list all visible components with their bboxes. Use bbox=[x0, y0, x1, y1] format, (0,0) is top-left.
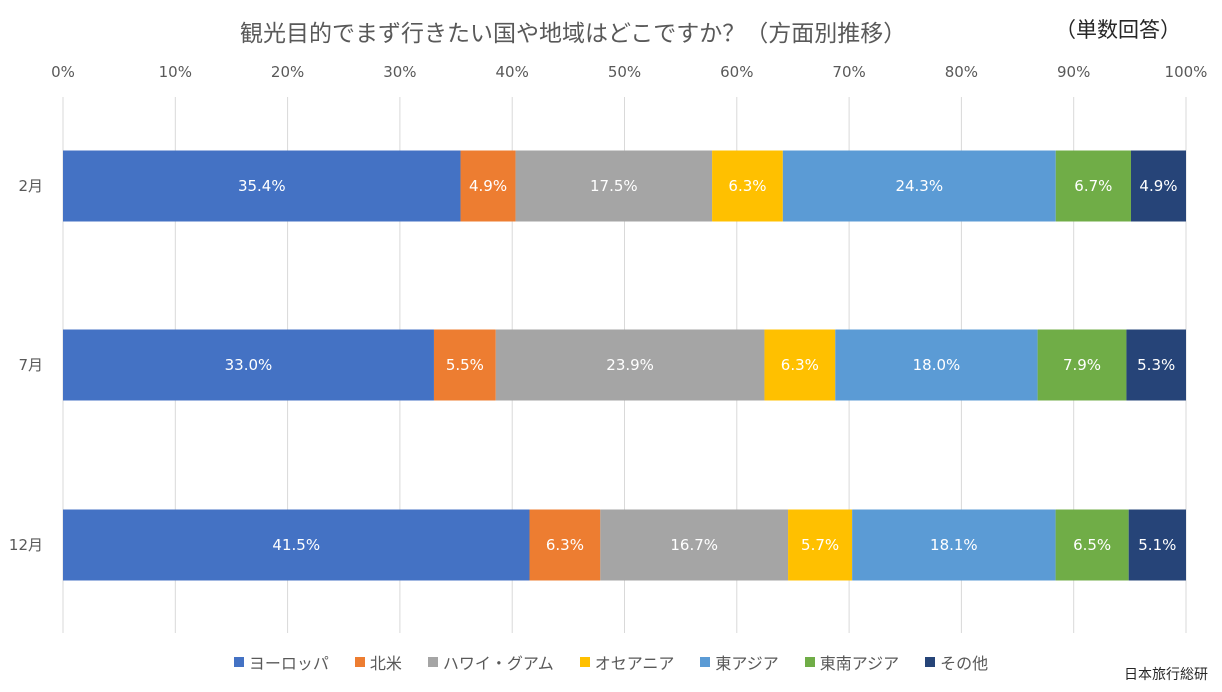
source-credit: 日本旅行総研 bbox=[1124, 667, 1208, 683]
x-tick-label: 10% bbox=[159, 63, 192, 81]
bar-segment bbox=[63, 150, 461, 222]
bar-segment bbox=[515, 150, 713, 222]
bar-segment bbox=[600, 509, 789, 581]
legend-swatch bbox=[427, 657, 438, 667]
legend-label: ヨーロッパ bbox=[248, 654, 329, 673]
data-label: 5.5% bbox=[446, 356, 484, 374]
data-label: 6.3% bbox=[728, 177, 766, 195]
bar-segment bbox=[433, 329, 496, 401]
legend-label: その他 bbox=[940, 654, 989, 673]
data-label: 7.9% bbox=[1063, 356, 1101, 374]
x-tick-label: 30% bbox=[383, 63, 416, 81]
data-label: 5.3% bbox=[1137, 356, 1175, 374]
legend-item: ヨーロッパ bbox=[233, 650, 329, 674]
legend-swatch bbox=[233, 657, 244, 667]
data-label: 4.9% bbox=[469, 177, 507, 195]
bar-segment bbox=[63, 329, 434, 401]
bar-segment bbox=[1130, 150, 1186, 222]
data-label: 41.5% bbox=[272, 536, 320, 554]
legend-swatch bbox=[579, 657, 590, 667]
bar-segment bbox=[764, 329, 836, 401]
legend-item: ハワイ・グアム bbox=[427, 650, 554, 674]
legend-label: 東南アジア bbox=[819, 654, 900, 673]
legend-item: その他 bbox=[925, 650, 988, 674]
legend-label: オセアニア bbox=[594, 654, 675, 673]
legend-item: オセアニア bbox=[579, 650, 675, 674]
x-tick-label: 20% bbox=[271, 63, 304, 81]
x-tick-label: 60% bbox=[720, 63, 753, 81]
bar-segment bbox=[495, 329, 765, 401]
data-label: 18.1% bbox=[930, 536, 978, 554]
bar-segment bbox=[1037, 329, 1127, 401]
legend-label: ハワイ・グアム bbox=[442, 654, 554, 673]
data-label: 5.7% bbox=[801, 536, 839, 554]
data-label: 24.3% bbox=[895, 177, 943, 195]
legend-item: 北米 bbox=[354, 650, 402, 674]
x-tick-label: 50% bbox=[608, 63, 641, 81]
legend-item: 東南アジア bbox=[804, 650, 900, 674]
bar-segment bbox=[529, 509, 601, 581]
data-label: 18.0% bbox=[913, 356, 961, 374]
y-category-label: 12月 bbox=[9, 536, 43, 554]
chart-note: （単数回答） bbox=[1055, 18, 1181, 42]
data-label: 17.5% bbox=[590, 177, 638, 195]
x-tick-label: 80% bbox=[945, 63, 978, 81]
data-label: 4.9% bbox=[1139, 177, 1177, 195]
bar-segment bbox=[835, 329, 1038, 401]
bar-segment bbox=[1055, 509, 1129, 581]
bar-segment bbox=[782, 150, 1056, 222]
legend-item: 東アジア bbox=[700, 650, 779, 674]
x-tick-label: 40% bbox=[496, 63, 529, 81]
data-label: 5.1% bbox=[1138, 536, 1176, 554]
bar-segment bbox=[1128, 509, 1186, 581]
legend: ヨーロッパ 北米 ハワイ・グアム オセアニア 東アジア 東南アジア その他 bbox=[0, 650, 1222, 674]
data-label: 6.3% bbox=[781, 356, 819, 374]
data-label: 35.4% bbox=[238, 177, 286, 195]
bar-segment bbox=[460, 150, 516, 222]
bar-segment bbox=[852, 509, 1056, 581]
bar-segment bbox=[788, 509, 853, 581]
legend-label: 北米 bbox=[369, 654, 402, 673]
chart-title: 観光目的でまず行きたい国や地域はどこですか？（方面別推移） bbox=[240, 21, 907, 47]
data-label: 23.9% bbox=[606, 356, 654, 374]
bar-segment bbox=[1126, 329, 1186, 401]
legend-swatch bbox=[354, 657, 365, 667]
legend-label: 東アジア bbox=[715, 654, 779, 673]
data-label: 33.0% bbox=[225, 356, 273, 374]
data-label: 16.7% bbox=[670, 536, 718, 554]
bar-segment bbox=[1055, 150, 1131, 222]
legend-swatch bbox=[700, 657, 711, 667]
x-tick-label: 70% bbox=[832, 63, 865, 81]
x-tick-label: 90% bbox=[1057, 63, 1090, 81]
x-tick-label: 0% bbox=[51, 63, 75, 81]
data-label: 6.7% bbox=[1074, 177, 1112, 195]
data-label: 6.3% bbox=[546, 536, 584, 554]
y-category-label: 2月 bbox=[18, 177, 43, 195]
legend-swatch bbox=[804, 657, 815, 667]
x-tick-label: 100% bbox=[1165, 63, 1208, 81]
y-category-label: 7月 bbox=[18, 356, 43, 374]
legend-swatch bbox=[925, 657, 936, 667]
bar-segment bbox=[63, 509, 530, 581]
data-label: 6.5% bbox=[1073, 536, 1111, 554]
bar-segment bbox=[712, 150, 783, 222]
